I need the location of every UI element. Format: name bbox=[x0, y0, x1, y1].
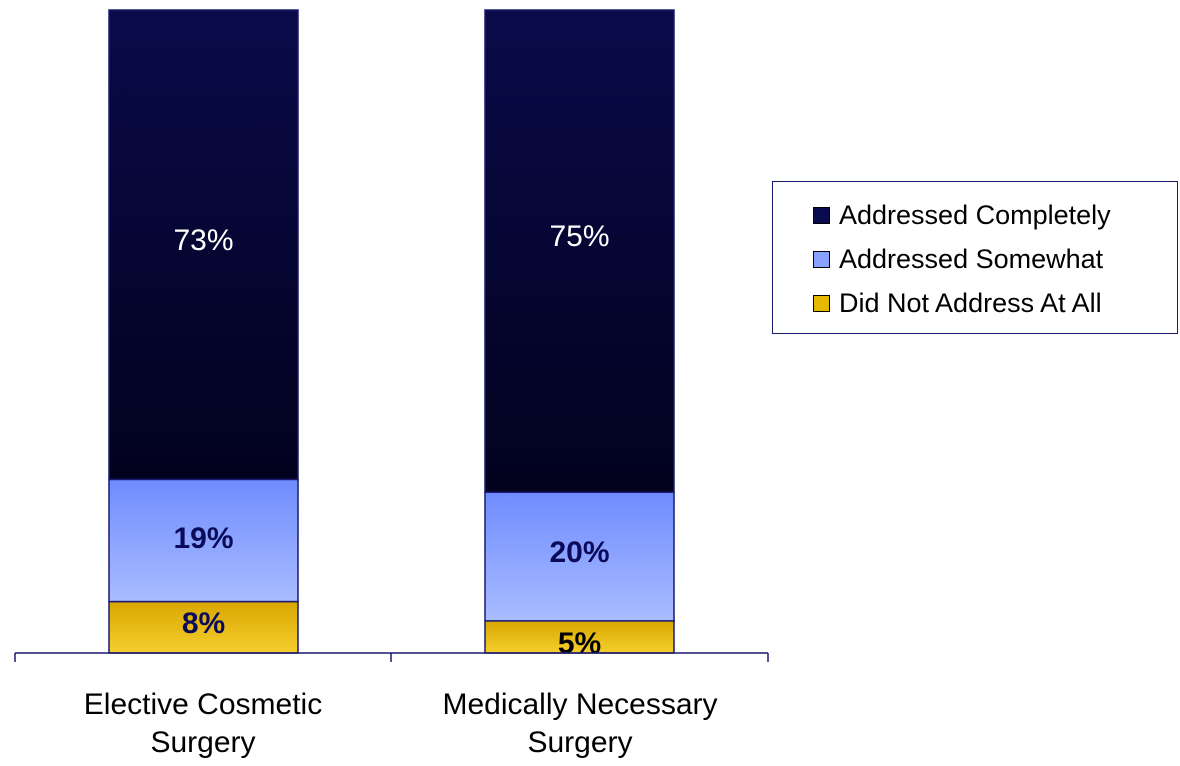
data-label-did-not-address-at-all-1: 8% bbox=[182, 607, 225, 640]
category-label-line-1: Elective Cosmetic bbox=[83, 688, 323, 721]
legend-item-did-not-address: Did Not Address At All bbox=[813, 288, 1102, 319]
chart-legend: Addressed Completely Addressed Somewhat … bbox=[772, 181, 1178, 334]
x-axis bbox=[14, 652, 769, 662]
data-label-addressed-completely-1: 73% bbox=[173, 224, 233, 257]
bar-segment-did-not-address-at-all-2 bbox=[484, 620, 675, 654]
bar-segment-addressed-somewhat-2 bbox=[484, 491, 675, 622]
data-labels-layer: 8% 19% 73% 5% 20% 75% bbox=[173, 220, 609, 660]
legend-item-addressed-somewhat: Addressed Somewhat bbox=[813, 244, 1103, 275]
category-label-medically-necessary-surgery: Medically Necessary Surgery bbox=[400, 686, 760, 762]
bar-segment-addressed-completely-2 bbox=[484, 9, 675, 493]
bar-segment-did-not-address-at-all-1 bbox=[108, 600, 299, 654]
data-label-addressed-somewhat-1: 19% bbox=[173, 522, 233, 555]
bar-segment-addressed-completely-1 bbox=[108, 9, 299, 481]
legend-label-did-not-address: Did Not Address At All bbox=[839, 288, 1102, 318]
bar-segment-addressed-somewhat-1 bbox=[108, 478, 299, 603]
data-label-did-not-address-at-all-2: 5% bbox=[558, 627, 601, 660]
legend-label-addressed-completely: Addressed Completely bbox=[839, 200, 1111, 230]
category-label-line-1: Medically Necessary bbox=[442, 688, 718, 721]
legend-label-addressed-somewhat: Addressed Somewhat bbox=[839, 244, 1104, 274]
legend-swatch-did-not-address bbox=[813, 295, 830, 312]
bars-layer bbox=[108, 9, 675, 654]
legend-swatch-addressed-somewhat bbox=[813, 251, 830, 268]
data-label-addressed-completely-2: 75% bbox=[549, 220, 609, 253]
legend-item-addressed-completely: Addressed Completely bbox=[813, 200, 1111, 231]
legend-swatch-addressed-completely bbox=[813, 207, 830, 224]
category-label-elective-cosmetic-surgery: Elective Cosmetic Surgery bbox=[23, 686, 383, 762]
category-label-line-2: Surgery bbox=[527, 726, 633, 759]
category-label-line-2: Surgery bbox=[150, 726, 256, 759]
data-label-addressed-somewhat-2: 20% bbox=[549, 536, 609, 569]
